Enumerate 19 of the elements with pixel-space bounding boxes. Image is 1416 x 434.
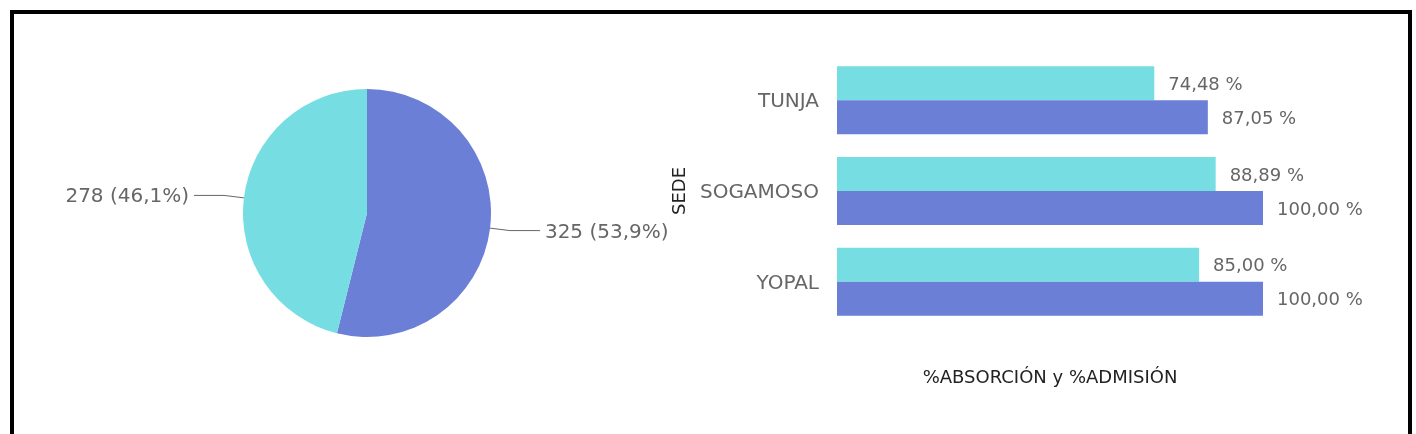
x-axis-title: %ABSORCIÓN y %ADMISIÓN	[922, 365, 1178, 387]
bar	[837, 157, 1216, 191]
data-label: 325 (53,9%)	[544, 218, 669, 243]
bar	[837, 100, 1208, 135]
bar	[837, 247, 1200, 282]
data-label: 100,00 %	[1277, 197, 1363, 219]
y-tick-label: SOGAMOSO	[699, 179, 819, 203]
bar	[837, 191, 1263, 225]
y-axis-title: SEDE	[667, 166, 689, 216]
data-label: 85,00 %	[1213, 254, 1288, 276]
y-tick-label: TUNJA	[756, 88, 820, 113]
data-label: 88,89 %	[1229, 163, 1305, 185]
bar	[837, 281, 1263, 316]
bar	[837, 66, 1155, 101]
data-label: 278 (46,1%)	[65, 183, 190, 208]
data-label: 74,48 %	[1168, 72, 1243, 94]
y-tick-label: YOPAL	[755, 269, 820, 294]
data-label: 87,05 %	[1221, 106, 1297, 128]
data-label: 100,00 %	[1277, 288, 1363, 310]
